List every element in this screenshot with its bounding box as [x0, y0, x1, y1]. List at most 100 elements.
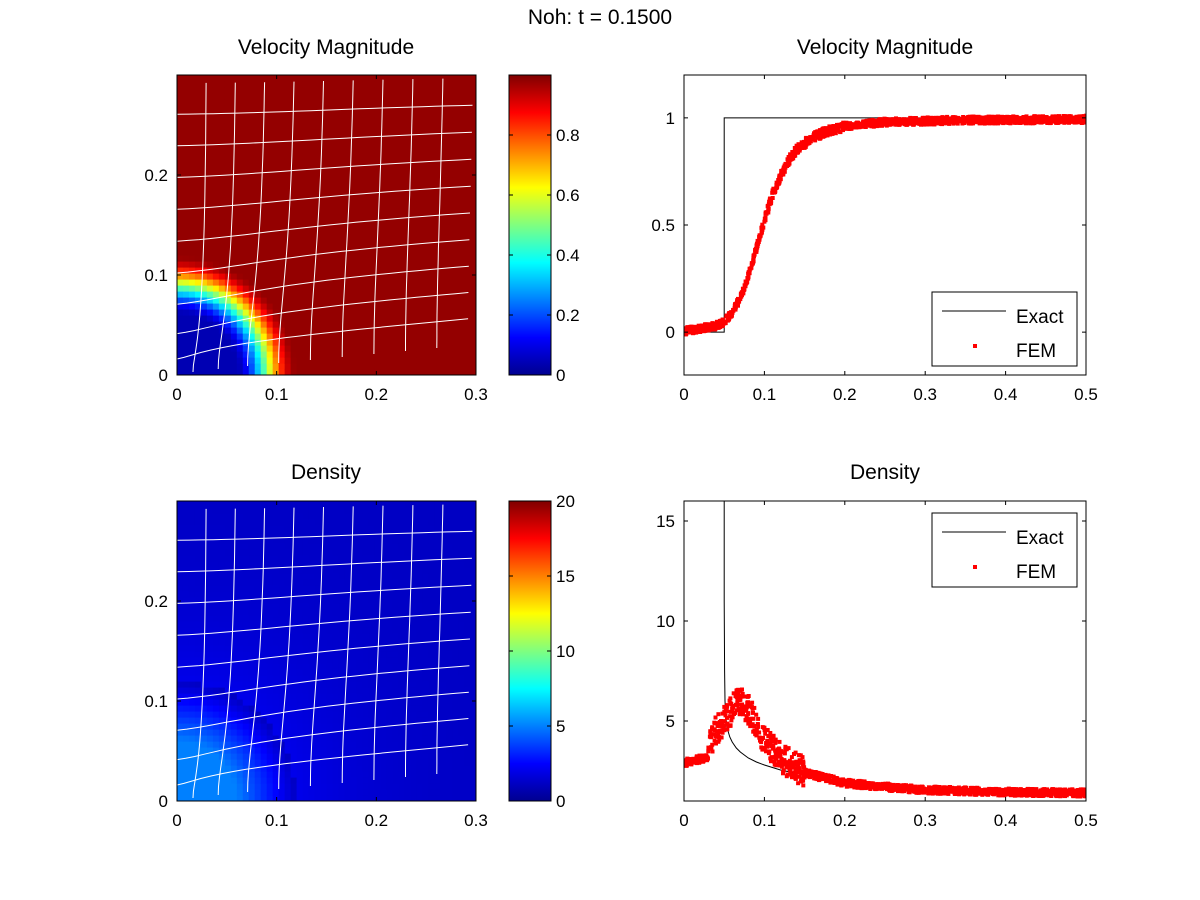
field-cell	[177, 765, 184, 772]
field-cell	[470, 81, 476, 88]
field-cell	[242, 795, 250, 801]
velocity-profile-ytick-label: 0	[666, 323, 675, 342]
field-cell	[194, 609, 202, 616]
field-cell	[248, 99, 256, 106]
field-cell	[302, 135, 310, 142]
field-cell	[428, 261, 435, 268]
field-cell	[284, 585, 292, 592]
field-cell	[278, 297, 286, 304]
field-cell	[386, 195, 393, 202]
field-cell	[182, 243, 190, 250]
velocity-profile-fem-point	[892, 119, 897, 124]
field-cell	[356, 303, 363, 310]
field-cell	[206, 363, 214, 370]
field-cell	[362, 339, 369, 346]
field-cell	[260, 177, 268, 184]
field-cell	[248, 147, 256, 154]
field-cell	[248, 249, 256, 256]
field-cell	[182, 519, 190, 526]
field-cell	[428, 345, 435, 352]
field-cell	[398, 339, 405, 346]
field-cell	[386, 309, 393, 316]
field-cell	[278, 201, 286, 208]
field-cell	[260, 699, 268, 706]
field-cell	[392, 207, 399, 214]
field-cell	[470, 261, 476, 268]
field-cell	[470, 285, 476, 292]
field-cell	[470, 315, 476, 322]
field-cell	[392, 237, 399, 244]
field-cell	[284, 699, 292, 706]
field-cell	[177, 273, 184, 280]
field-cell	[284, 351, 292, 358]
field-cell	[182, 195, 190, 202]
field-cell	[380, 201, 387, 208]
field-cell	[314, 333, 322, 340]
field-cell	[242, 735, 250, 742]
field-cell	[470, 195, 476, 202]
field-cell	[302, 153, 310, 160]
field-cell	[248, 645, 256, 652]
field-cell	[290, 591, 298, 598]
field-cell	[344, 201, 352, 208]
field-cell	[434, 81, 441, 88]
field-cell	[224, 519, 232, 526]
field-cell	[177, 705, 184, 712]
field-cell	[254, 645, 262, 652]
field-cell	[278, 135, 286, 142]
velocity-profile-fem-point	[1018, 117, 1023, 121]
field-cell	[308, 261, 316, 268]
field-cell	[290, 177, 298, 184]
field-cell	[410, 219, 417, 226]
field-cell	[254, 297, 262, 304]
field-cell	[272, 579, 280, 586]
field-cell	[224, 633, 232, 640]
field-cell	[242, 531, 250, 538]
field-cell	[236, 681, 244, 688]
field-cell	[260, 333, 268, 340]
field-cell	[398, 297, 405, 304]
field-cell	[392, 141, 399, 148]
field-cell	[224, 711, 232, 718]
field-cell	[428, 231, 435, 238]
field-cell	[194, 243, 202, 250]
field-cell	[278, 255, 286, 262]
field-cell	[206, 699, 214, 706]
field-cell	[356, 153, 363, 160]
field-cell	[182, 123, 190, 130]
field-cell	[302, 99, 310, 106]
field-cell	[230, 543, 238, 550]
field-cell	[194, 507, 202, 514]
field-cell	[308, 93, 316, 100]
field-cell	[392, 135, 399, 142]
field-cell	[266, 111, 274, 118]
velocity-profile-fem-point	[984, 115, 989, 120]
field-cell	[356, 237, 363, 244]
field-cell	[218, 687, 226, 694]
field-cell	[410, 309, 417, 316]
field-cell	[182, 507, 190, 514]
field-cell	[290, 645, 298, 652]
field-cell	[320, 135, 328, 142]
field-cell	[446, 327, 453, 334]
field-cell	[206, 765, 214, 772]
field-cell	[392, 117, 399, 124]
field-cell	[344, 207, 352, 214]
field-cell	[362, 153, 369, 160]
velocity-profile-fem-point	[825, 133, 830, 138]
field-cell	[248, 789, 256, 796]
field-cell	[368, 195, 375, 202]
field-cell	[248, 129, 256, 136]
field-cell	[350, 123, 357, 130]
field-cell	[362, 231, 369, 238]
field-cell	[212, 183, 220, 190]
field-cell	[308, 243, 316, 250]
field-cell	[386, 267, 393, 274]
field-cell	[242, 759, 250, 766]
field-cell	[284, 219, 292, 226]
field-cell	[332, 237, 340, 244]
field-cell	[464, 153, 471, 160]
field-cell	[212, 297, 220, 304]
velocity-profile-fem-point	[746, 270, 751, 275]
field-cell	[248, 501, 256, 508]
